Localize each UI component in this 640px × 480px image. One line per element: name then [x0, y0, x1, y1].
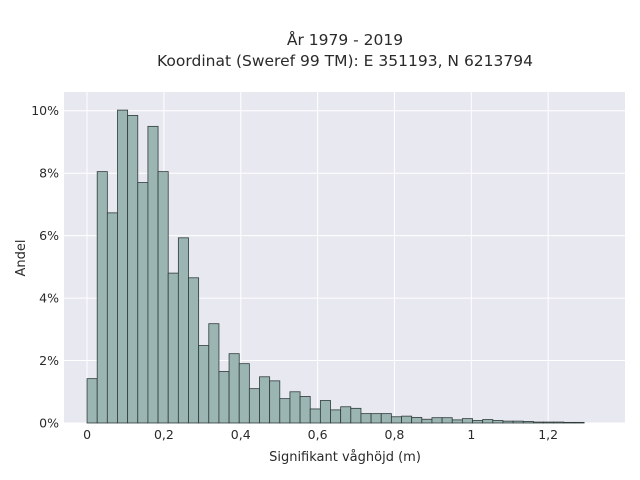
y-tick-label: 2% — [39, 353, 59, 368]
histogram-bars — [86, 109, 585, 424]
histogram-bar — [492, 420, 504, 424]
histogram-bar — [238, 363, 250, 424]
y-axis-label: Andel — [14, 240, 29, 277]
histogram-bar — [96, 171, 108, 424]
histogram-bar — [319, 400, 331, 424]
histogram-bar — [553, 421, 565, 424]
histogram-bar — [563, 421, 575, 424]
histogram-bar — [522, 421, 534, 424]
histogram-bar — [127, 115, 139, 424]
histogram-bar — [269, 380, 281, 424]
histogram-bar — [248, 388, 260, 424]
x-tick-label: 0,4 — [231, 427, 251, 442]
histogram-bar — [370, 413, 382, 424]
histogram-bar — [299, 396, 311, 424]
x-axis-label: Signifikant våghöjd (m) — [269, 450, 421, 465]
histogram-bar — [279, 398, 291, 424]
histogram-bar — [380, 413, 392, 424]
histogram-bar — [441, 417, 453, 424]
histogram-bar — [218, 371, 230, 424]
histogram-bar — [390, 416, 402, 424]
histogram-bar — [421, 418, 433, 424]
histogram-bar — [177, 237, 189, 424]
x-axis-ticks: 0 0,2 0,4 0,6 0,8 1 1,2 — [83, 427, 558, 442]
histogram-bar — [137, 182, 149, 424]
histogram-bar — [401, 415, 413, 424]
histogram-bar — [106, 212, 118, 424]
histogram-bar — [86, 378, 98, 424]
x-tick-label: 1,2 — [538, 427, 558, 442]
chart-subtitle: Koordinat (Sweref 99 TM): E 351193, N 62… — [157, 52, 533, 70]
y-tick-label: 4% — [39, 291, 59, 306]
histogram-bar — [451, 419, 463, 424]
histogram-bar — [289, 391, 301, 424]
histogram-bar — [360, 413, 372, 424]
histogram-bar — [147, 125, 159, 424]
histogram-bar — [482, 419, 494, 424]
histogram-bar — [228, 353, 240, 424]
histogram-bar — [512, 420, 524, 424]
x-tick-label: 1 — [467, 427, 475, 442]
histogram-bar — [157, 171, 169, 424]
histogram-bar — [350, 407, 362, 424]
histogram-bar — [198, 345, 210, 424]
x-tick-label: 0,8 — [385, 427, 405, 442]
histogram-bar — [309, 408, 321, 424]
y-tick-label: 8% — [39, 166, 59, 181]
histogram-bar — [340, 406, 352, 424]
histogram-bar — [208, 323, 220, 424]
histogram-bar — [543, 421, 555, 424]
x-tick-label: 0,2 — [154, 427, 174, 442]
chart-title: År 1979 - 2019 — [287, 30, 403, 49]
y-axis-ticks: 0% 2% 4% 6% 8% 10% — [31, 103, 59, 430]
histogram-bar — [431, 417, 443, 424]
y-tick-label: 6% — [39, 228, 59, 243]
histogram-bar — [330, 409, 342, 424]
histogram-bar — [117, 109, 129, 424]
histogram-bar — [188, 277, 200, 424]
histogram-bar — [532, 421, 544, 424]
histogram-bar — [411, 416, 423, 424]
histogram-bar — [573, 421, 585, 424]
x-tick-label: 0,6 — [308, 427, 328, 442]
x-tick-label: 0 — [83, 427, 91, 442]
y-tick-label: 0% — [39, 416, 59, 431]
histogram-bar — [472, 420, 484, 424]
histogram-bar — [259, 376, 271, 424]
histogram-bar — [461, 418, 473, 424]
histogram-bar — [167, 272, 179, 424]
histogram-bar — [502, 420, 514, 424]
y-tick-label: 10% — [31, 103, 59, 118]
